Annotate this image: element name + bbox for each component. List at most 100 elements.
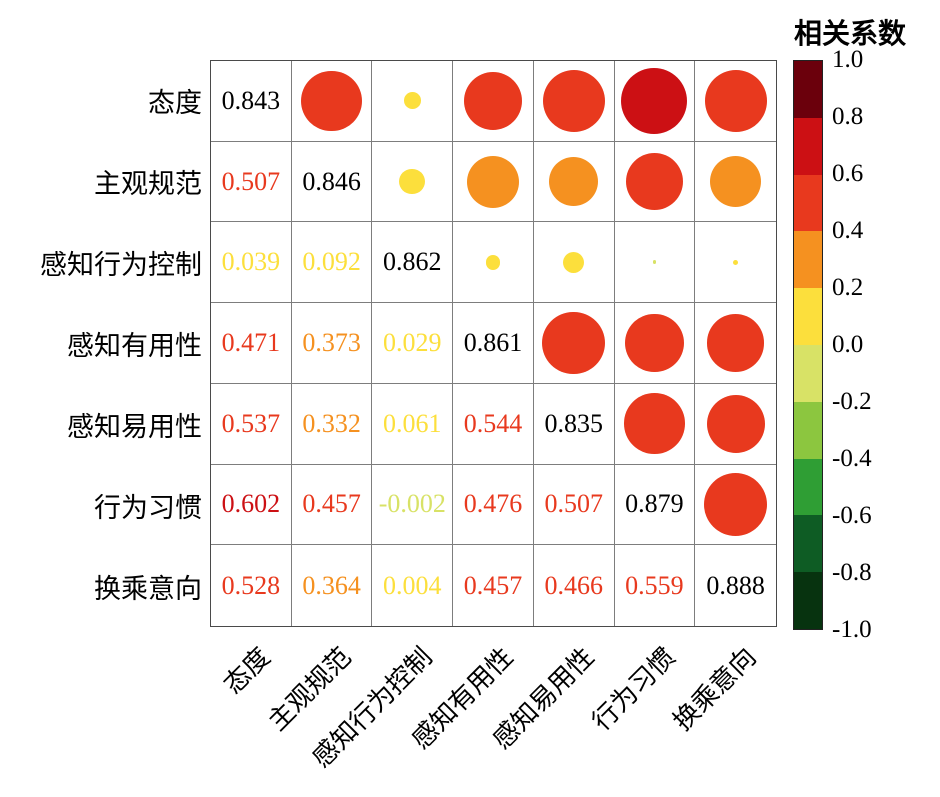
matrix-cell: 0.537 xyxy=(211,383,292,465)
correlation-circle xyxy=(652,260,657,265)
correlation-value: 0.602 xyxy=(221,489,281,519)
row-label: 主观规范 xyxy=(94,169,202,199)
correlation-circle xyxy=(467,155,519,208)
correlation-value: 0.888 xyxy=(706,570,765,600)
colorbar-segment xyxy=(794,174,822,232)
matrix-cell: 0.879 xyxy=(614,464,696,546)
colorbar-tick-label: 0.6 xyxy=(832,160,864,187)
matrix-cell xyxy=(533,61,615,142)
correlation-circle xyxy=(625,313,684,373)
correlation-value: 0.471 xyxy=(221,327,281,357)
matrix-cell: 0.364 xyxy=(292,545,373,626)
correlation-circle xyxy=(625,152,684,211)
matrix-cell: 0.507 xyxy=(211,141,292,223)
colorbar-segment xyxy=(794,288,822,345)
correlation-circle xyxy=(301,70,362,132)
matrix-cell: 0.061 xyxy=(372,383,454,465)
row-label: 感知行为控制 xyxy=(40,250,202,280)
colorbar-tick-label: -0.8 xyxy=(832,559,872,586)
correlation-value: 0.364 xyxy=(302,570,361,600)
correlation-value: 0.861 xyxy=(463,327,523,357)
colorbar-tick-label: 0.0 xyxy=(832,331,864,358)
matrix-cell: 0.888 xyxy=(695,545,776,626)
matrix-cell: -0.002 xyxy=(372,464,454,546)
matrix-cell: 0.373 xyxy=(291,303,373,384)
matrix-cell: 0.004 xyxy=(372,545,454,626)
correlation-circle xyxy=(703,472,768,537)
correlation-circle xyxy=(542,69,605,132)
matrix-cell: 0.457 xyxy=(291,464,373,546)
correlation-value: 0.835 xyxy=(544,408,603,438)
correlation-value: 0.862 xyxy=(383,247,442,277)
matrix-cell: 0.092 xyxy=(291,222,373,304)
correlation-value: 0.507 xyxy=(544,489,603,519)
matrix-cell: 0.861 xyxy=(453,303,534,384)
matrix-cell xyxy=(453,222,534,304)
matrix-cell: 0.835 xyxy=(533,383,615,465)
correlation-value: 0.544 xyxy=(463,408,523,438)
row-label: 行为习惯 xyxy=(94,493,202,523)
colorbar-segment xyxy=(794,515,822,573)
matrix-cell xyxy=(695,142,776,223)
matrix-cell: 0.507 xyxy=(533,464,615,546)
correlation-circle xyxy=(563,251,585,273)
row-label: 换乘意向 xyxy=(94,574,202,604)
colorbar-tick-label: -0.6 xyxy=(832,502,872,529)
correlation-circle xyxy=(706,314,765,372)
matrix-cell xyxy=(614,383,696,465)
colorbar-tick-label: 1.0 xyxy=(832,46,864,73)
correlation-value: 0.846 xyxy=(302,166,361,196)
matrix-cell: 0.846 xyxy=(291,141,373,223)
correlation-circle xyxy=(549,157,599,207)
matrix-cell xyxy=(533,303,615,384)
row-label: 感知有用性 xyxy=(67,331,202,361)
correlation-value: 0.559 xyxy=(625,570,684,600)
matrix-cell: 0.476 xyxy=(453,464,534,546)
colorbar xyxy=(793,60,823,630)
colorbar-tick-label: 0.4 xyxy=(832,217,864,244)
correlation-value: 0.061 xyxy=(383,408,442,438)
matrix-cell: 0.602 xyxy=(211,464,292,546)
correlation-circle xyxy=(485,255,501,270)
colorbar-segment xyxy=(794,344,822,402)
colorbar-tick-label: -1.0 xyxy=(832,616,872,643)
correlation-matrix: 0.843 0.507 0.846 0.039 0.092 0.862 0.471 0.373… xyxy=(210,60,777,627)
correlation-value: 0.457 xyxy=(463,570,523,600)
colorbar-segment xyxy=(794,572,822,629)
matrix-cell: 0.559 xyxy=(615,545,696,626)
correlation-value: -0.002 xyxy=(378,489,446,519)
matrix-cell: 0.862 xyxy=(372,222,454,304)
correlation-circle xyxy=(706,394,765,453)
matrix-cell xyxy=(453,141,534,223)
colorbar-tick-label: -0.4 xyxy=(832,445,872,472)
correlation-value: 0.332 xyxy=(302,408,361,438)
matrix-cell: 0.544 xyxy=(453,383,534,465)
correlation-value: 0.004 xyxy=(383,570,442,600)
colorbar-tick-label: 0.8 xyxy=(832,103,864,130)
colorbar-segment xyxy=(794,231,822,289)
matrix-cell xyxy=(695,222,776,304)
colorbar-segment xyxy=(794,401,822,459)
correlation-circle xyxy=(710,155,762,208)
colorbar-segment xyxy=(794,458,822,516)
matrix-cell xyxy=(453,61,534,142)
matrix-cell xyxy=(533,222,615,304)
correlation-value: 0.092 xyxy=(302,247,361,277)
matrix-cell xyxy=(614,222,696,304)
correlation-circle xyxy=(399,168,426,195)
matrix-cell: 0.457 xyxy=(453,545,534,626)
correlation-value: 0.457 xyxy=(302,489,361,519)
correlation-circle xyxy=(463,71,523,131)
correlation-circle xyxy=(624,393,685,454)
correlation-value: 0.843 xyxy=(221,85,281,115)
matrix-cell: 0.466 xyxy=(534,545,615,626)
correlation-value: 0.879 xyxy=(625,489,684,519)
correlation-value: 0.507 xyxy=(221,166,281,196)
row-label: 感知易用性 xyxy=(67,412,202,442)
colorbar-segment xyxy=(794,61,822,118)
matrix-cell xyxy=(614,61,696,142)
correlation-value: 0.476 xyxy=(463,489,523,519)
matrix-cell xyxy=(695,465,776,546)
correlation-circle xyxy=(403,92,421,110)
